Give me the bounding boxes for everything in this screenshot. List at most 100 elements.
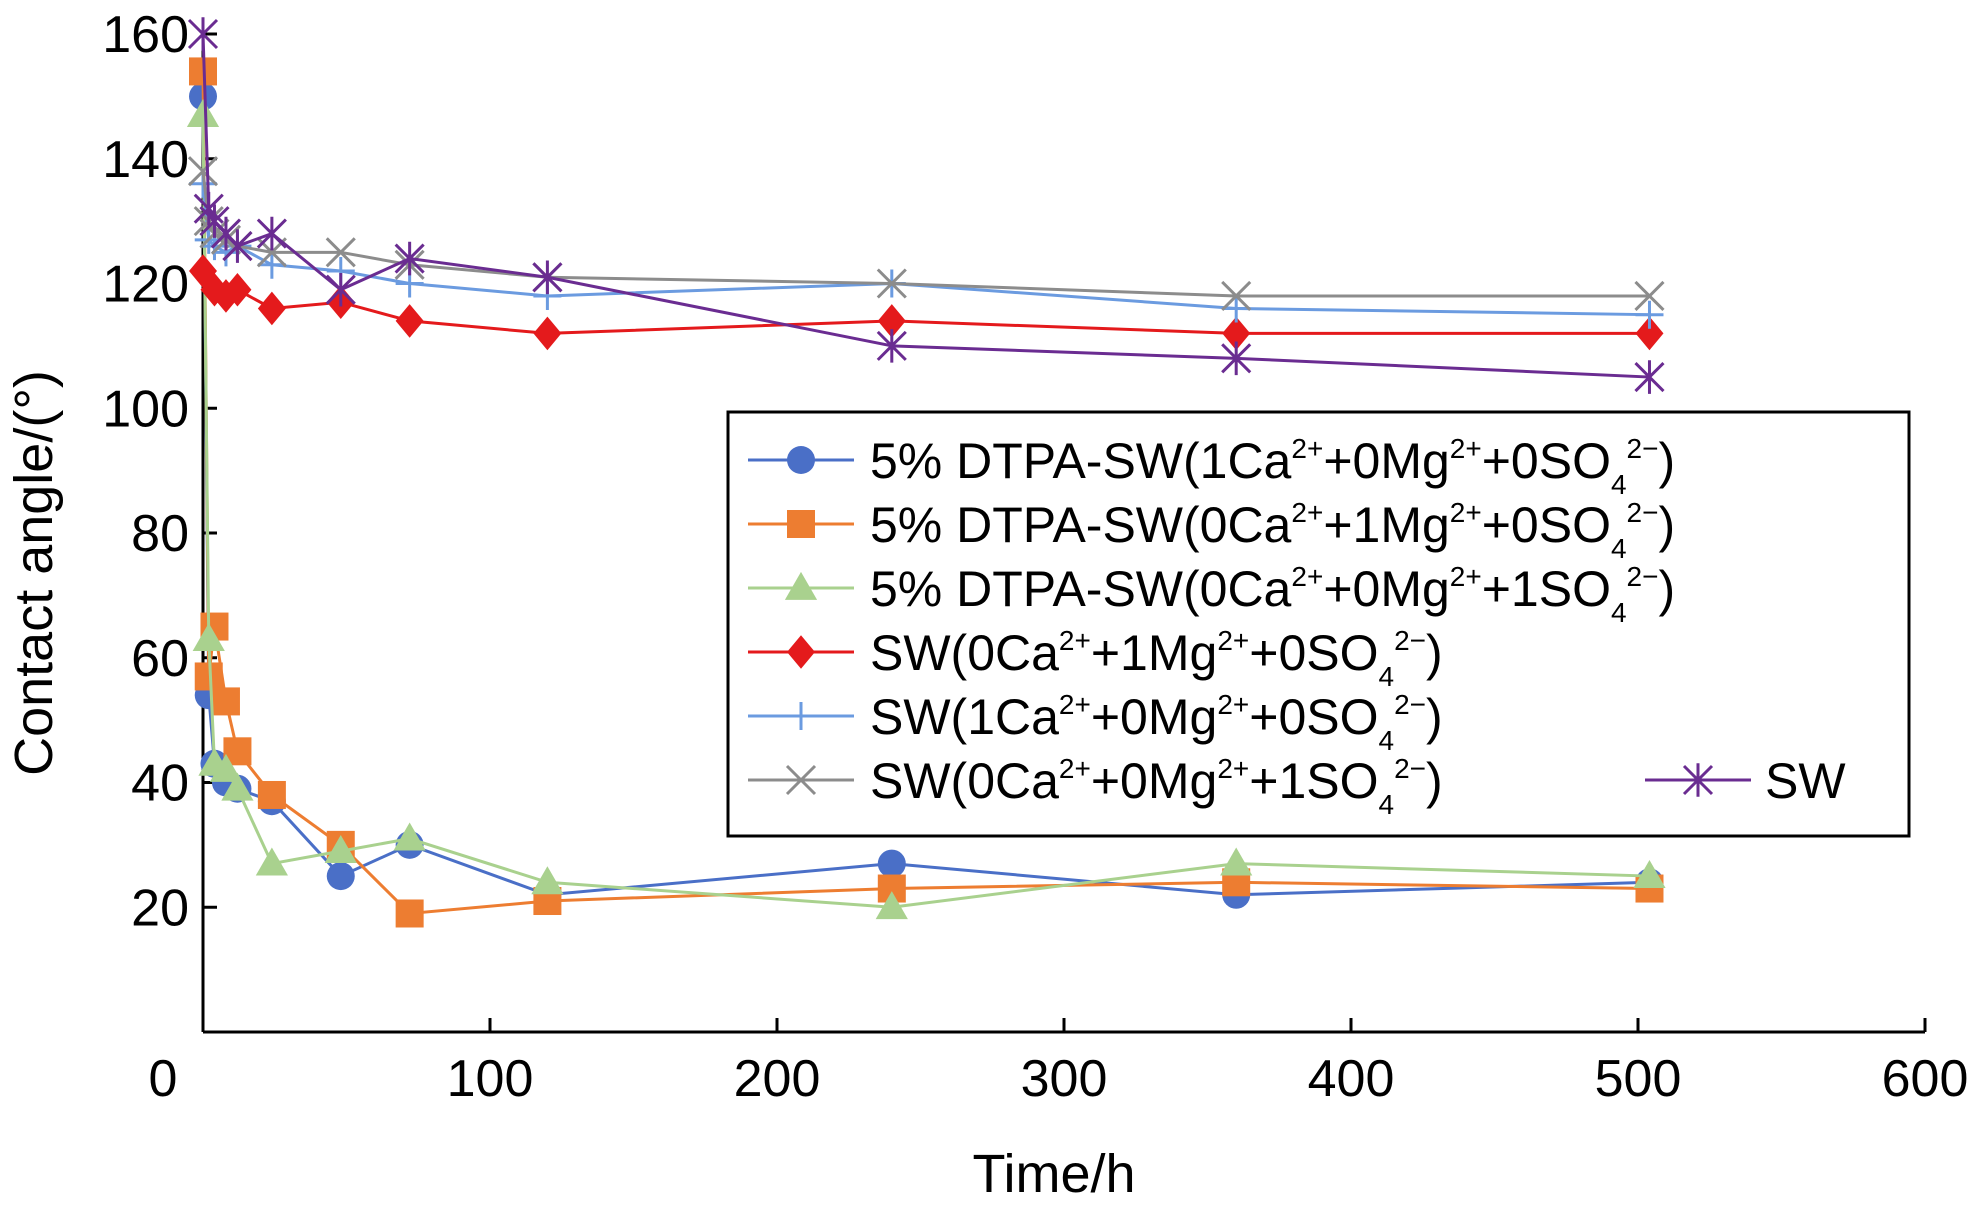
legend-label-part: 2−	[1394, 625, 1426, 656]
y-tick-label: 140	[102, 131, 189, 189]
legend-label-part: 2+	[1291, 433, 1323, 464]
data-point	[787, 702, 815, 730]
legend-label-part: 2+	[1291, 497, 1323, 528]
data-point	[1633, 859, 1666, 888]
legend-label: 5% DTPA-SW(0Ca2++1Mg2++0SO42−)	[870, 497, 1675, 564]
legend-box	[726, 410, 1911, 838]
legend-label-part: 2+	[1217, 689, 1249, 720]
x-tick-label: 100	[447, 1050, 534, 1108]
legend-label-part: 2+	[1450, 497, 1482, 528]
legend-label-part: +0Mg	[1091, 689, 1217, 745]
legend-label-part: )	[1658, 561, 1675, 617]
data-point	[255, 847, 288, 876]
data-point	[393, 822, 426, 851]
x-tick-label: 600	[1882, 1050, 1969, 1108]
legend-label-part: )	[1426, 753, 1443, 809]
legend-item: 5% DTPA-SW(1Ca2++0Mg2++0SO42−)	[748, 433, 1675, 500]
data-point	[186, 98, 220, 127]
legend-label-part: +1SO	[1249, 753, 1378, 809]
legend-label-part: )	[1658, 497, 1675, 553]
x-axis-title: Time/h	[972, 1144, 1135, 1204]
legend-label-part: 2−	[1394, 753, 1426, 784]
x-tick-label: 300	[1021, 1050, 1108, 1108]
legend-label-part: 2+	[1217, 625, 1249, 656]
legend-item: SW(1Ca2++0Mg2++0SO42−)	[748, 689, 1443, 756]
data-point	[211, 687, 240, 716]
legend-label-part: )	[1658, 433, 1675, 489]
legend-item: SW	[1645, 753, 1846, 809]
legend-label-part: 2−	[1627, 561, 1659, 592]
legend-item: 5% DTPA-SW(0Ca2++1Mg2++0SO42−)	[748, 497, 1675, 564]
legend-label-part: 5% DTPA-SW(0Ca	[870, 497, 1292, 553]
series-line	[201, 115, 1650, 909]
legend-label-part: SW	[1765, 753, 1846, 809]
legend: 5% DTPA-SW(1Ca2++0Mg2++0SO42−)5% DTPA-SW…	[726, 410, 1911, 838]
data-point	[395, 304, 424, 338]
data-point	[257, 780, 286, 809]
data-point	[876, 329, 907, 363]
legend-label-part: SW(1Ca	[870, 689, 1059, 745]
data-point	[532, 260, 563, 295]
legend-label-part: 4	[1379, 725, 1395, 756]
data-point	[877, 304, 906, 338]
series-line	[201, 33, 1650, 379]
data-point	[211, 279, 240, 313]
data-point	[787, 635, 815, 669]
legend-label-part: +0Mg	[1091, 753, 1217, 809]
data-point	[787, 510, 815, 538]
data-point	[325, 237, 356, 268]
legend-label-part: 4	[1379, 789, 1395, 820]
data-point	[1635, 300, 1664, 329]
data-point	[531, 866, 564, 895]
data-point	[395, 899, 424, 928]
data-point	[1222, 294, 1251, 323]
series-4	[189, 254, 1664, 351]
data-point	[187, 17, 219, 51]
x-tick-label: 0	[149, 1050, 178, 1108]
legend-label-part: +0Mg	[1323, 433, 1449, 489]
legend-label-part: SW(0Ca	[870, 753, 1059, 809]
legend-label-part: 5% DTPA-SW(1Ca	[870, 433, 1292, 489]
legend-label: SW(0Ca2++1Mg2++0SO42−)	[870, 625, 1443, 692]
legend-label: 5% DTPA-SW(0Ca2++0Mg2++1SO42−)	[870, 561, 1675, 628]
data-point	[1222, 316, 1251, 351]
legend-label-part: +0Mg	[1323, 561, 1449, 617]
data-point	[877, 849, 906, 878]
legend-label-part: 2+	[1059, 689, 1091, 720]
data-point	[326, 862, 355, 891]
data-point	[200, 272, 229, 307]
legend-label-part: +1Mg	[1091, 625, 1217, 681]
data-point	[221, 772, 254, 801]
legend-label-part: )	[1426, 625, 1443, 681]
data-point	[876, 268, 907, 299]
data-point	[325, 272, 356, 307]
y-tick-label: 160	[102, 6, 189, 64]
legend-label-part: +0SO	[1482, 433, 1611, 489]
data-point	[1634, 280, 1665, 312]
legend-label-part: 2+	[1450, 561, 1482, 592]
series-line	[201, 171, 1650, 298]
y-axis-title: Contact angle/(°)	[4, 370, 64, 776]
data-point	[192, 622, 225, 651]
legend-label-part: +1SO	[1482, 561, 1611, 617]
data-point	[209, 753, 243, 782]
legend-label-part: 4	[1611, 469, 1627, 500]
legend-label-part: +1Mg	[1323, 497, 1449, 553]
axes: 0 100 200 300 400 500 600 20 40 60 80 100 120 140 160 T…	[4, 6, 1968, 1204]
legend-item: SW(0Ca2++0Mg2++1SO42−)	[748, 753, 1443, 820]
legend-label-part: 2−	[1627, 433, 1659, 464]
y-tick-label: 80	[131, 505, 189, 563]
legend-label: 5% DTPA-SW(1Ca2++0Mg2++0SO42−)	[870, 433, 1675, 500]
data-point	[187, 156, 219, 187]
legend-item: SW(0Ca2++1Mg2++0SO42−)	[748, 625, 1443, 692]
data-point	[257, 291, 286, 326]
series-7	[187, 17, 1665, 394]
data-point	[324, 835, 357, 864]
x-tick-label: 200	[734, 1050, 821, 1108]
legend-label-part: 4	[1379, 661, 1395, 692]
y-tick-label: 60	[131, 630, 189, 688]
legend-label-part: 2+	[1059, 753, 1091, 784]
legend-label-part: 2+	[1059, 625, 1091, 656]
data-point	[193, 191, 224, 226]
